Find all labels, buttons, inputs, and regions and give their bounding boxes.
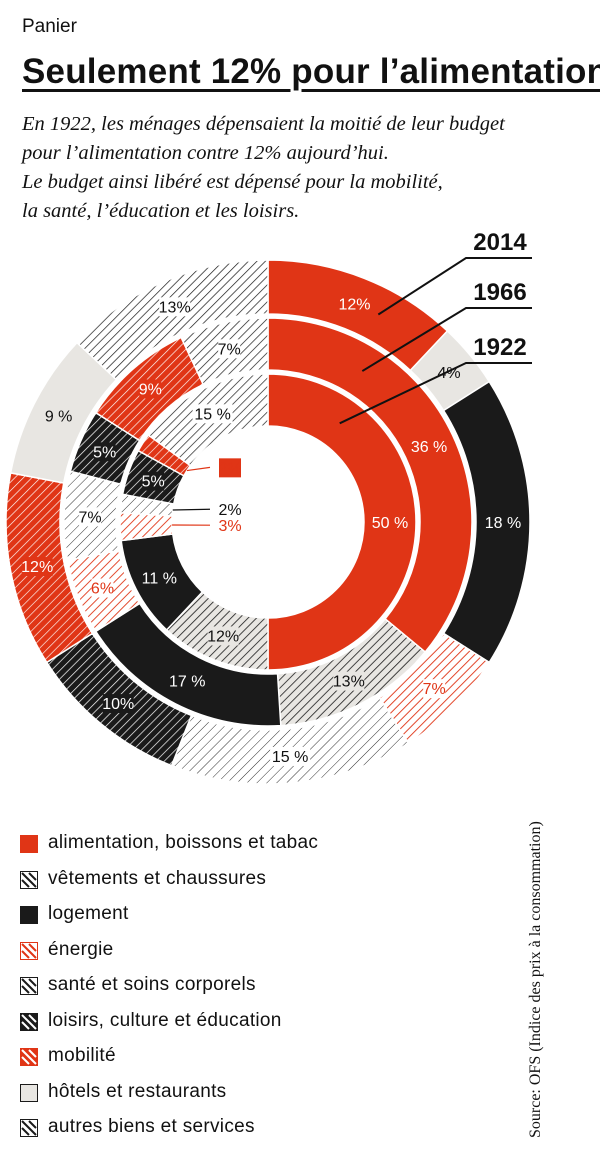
slice-value-label: 7% bbox=[79, 509, 102, 526]
slice-label-background bbox=[142, 471, 165, 491]
slice-label-background bbox=[159, 297, 191, 317]
slice-label-background bbox=[207, 626, 239, 646]
slice-value-label: 50 % bbox=[372, 515, 408, 532]
legend-swatch bbox=[20, 1048, 38, 1066]
slice-value-label: 3% bbox=[218, 518, 241, 535]
kicker: Panier bbox=[22, 16, 77, 37]
year-label-1966: 1966 bbox=[473, 279, 526, 306]
slice-label-background bbox=[91, 578, 114, 598]
chart-subtitle: En 1922, les ménages dépensaient la moit… bbox=[22, 110, 597, 226]
legend-swatch bbox=[20, 1119, 38, 1137]
subtitle-line: En 1922, les ménages dépensaient la moit… bbox=[22, 113, 505, 135]
slice-value-label: 6% bbox=[91, 581, 114, 598]
year-callout-leader bbox=[377, 257, 532, 316]
slice-label-background bbox=[270, 746, 311, 766]
legend-label: hôtels et restaurants bbox=[48, 1080, 227, 1102]
slice-label-background bbox=[423, 679, 446, 699]
slice-label-background bbox=[333, 671, 365, 691]
slice-label-leader bbox=[186, 466, 211, 472]
legend-label: mobilité bbox=[48, 1045, 116, 1066]
legend-label: santé et soins corporels bbox=[48, 974, 256, 995]
legend-swatch bbox=[20, 1012, 38, 1031]
slice-value-label: 12% bbox=[207, 628, 239, 645]
subtitle-line: la santé, l’éducation et les loisirs. bbox=[22, 200, 300, 222]
slice-value-label: 18 % bbox=[485, 515, 521, 532]
chart-title: Seulement 12% pour l’alimentation bbox=[22, 52, 600, 91]
legend-swatch bbox=[20, 870, 38, 889]
slice-value-label: 9 % bbox=[45, 408, 73, 425]
slice-value-label: 13% bbox=[159, 299, 191, 316]
slice-value-label: 12% bbox=[338, 297, 370, 314]
slice-label-background bbox=[93, 442, 116, 462]
slice-value-label: 2% bbox=[218, 502, 241, 519]
legend-swatch bbox=[20, 977, 38, 995]
slice-2014-autres-biens-et-services bbox=[75, 259, 269, 381]
slice-label-background bbox=[21, 557, 53, 577]
legend-swatch bbox=[20, 835, 38, 853]
slice-value-label: 15 % bbox=[272, 749, 308, 766]
slice-label-leader bbox=[172, 508, 211, 511]
slice-value-label: 2% bbox=[218, 460, 241, 477]
slice-1966-alimentation-boissons-et-tabac bbox=[267, 317, 473, 654]
slice-value-label: 13% bbox=[333, 674, 365, 691]
slice-label-background bbox=[79, 507, 102, 527]
subtitle-line: pour l’alimentation contre 12% aujourd’h… bbox=[22, 142, 389, 164]
subtitle-line: Le budget ainsi libéré est dépensé pour … bbox=[22, 171, 443, 193]
slice-value-label: 4% bbox=[438, 365, 461, 382]
year-callout-leader bbox=[361, 307, 532, 372]
legend-label: alimentation, boissons et tabac bbox=[48, 832, 319, 853]
slice-label-background bbox=[219, 458, 241, 478]
year-label-2014: 2014 bbox=[473, 229, 527, 256]
slice-value-label: 9% bbox=[139, 381, 162, 398]
slice-value-label: 7% bbox=[423, 681, 446, 698]
legend-label: logement bbox=[48, 903, 129, 924]
slice-value-label: 36 % bbox=[411, 439, 447, 456]
year-label-1922: 1922 bbox=[473, 334, 526, 361]
slice-value-label: 7% bbox=[218, 341, 241, 358]
slice-label-background bbox=[218, 339, 241, 359]
legend-swatch bbox=[20, 1083, 38, 1102]
legend-swatch bbox=[20, 941, 38, 960]
slice-label-background bbox=[219, 516, 241, 536]
legend-swatch bbox=[20, 906, 38, 924]
legend-label: énergie bbox=[48, 938, 114, 960]
slice-1922-alimentation-boissons-et-tabac bbox=[267, 373, 417, 671]
legend-label: autres biens et services bbox=[48, 1116, 255, 1137]
slice-value-label: 10% bbox=[102, 696, 134, 713]
slice-value-label: 15 % bbox=[194, 406, 230, 423]
legend-label: loisirs, culture et éducation bbox=[48, 1009, 282, 1031]
slice-value-label: 5% bbox=[93, 444, 116, 461]
slice-label-background bbox=[192, 404, 233, 424]
year-callout-leader bbox=[339, 362, 532, 425]
slice-label-background bbox=[139, 379, 162, 399]
slice-value-label: 17 % bbox=[169, 674, 205, 691]
ring-year-callouts: 2014 1966 1922 bbox=[339, 229, 532, 425]
slice-label-background bbox=[219, 500, 241, 520]
slice-value-label: 12% bbox=[21, 559, 53, 576]
slice-value-label: 5% bbox=[142, 474, 165, 491]
slice-labels: 50 %12%11 %3%2%5%2%15 %36 %13%17 %6%7%5%… bbox=[21, 297, 521, 766]
source-note: Source: OFS (Indice des prix à la consom… bbox=[527, 821, 544, 1138]
slice-value-label: 11 % bbox=[142, 570, 177, 587]
legend-label: vêtements et chaussures bbox=[48, 867, 267, 889]
slice-label-background bbox=[102, 694, 134, 714]
